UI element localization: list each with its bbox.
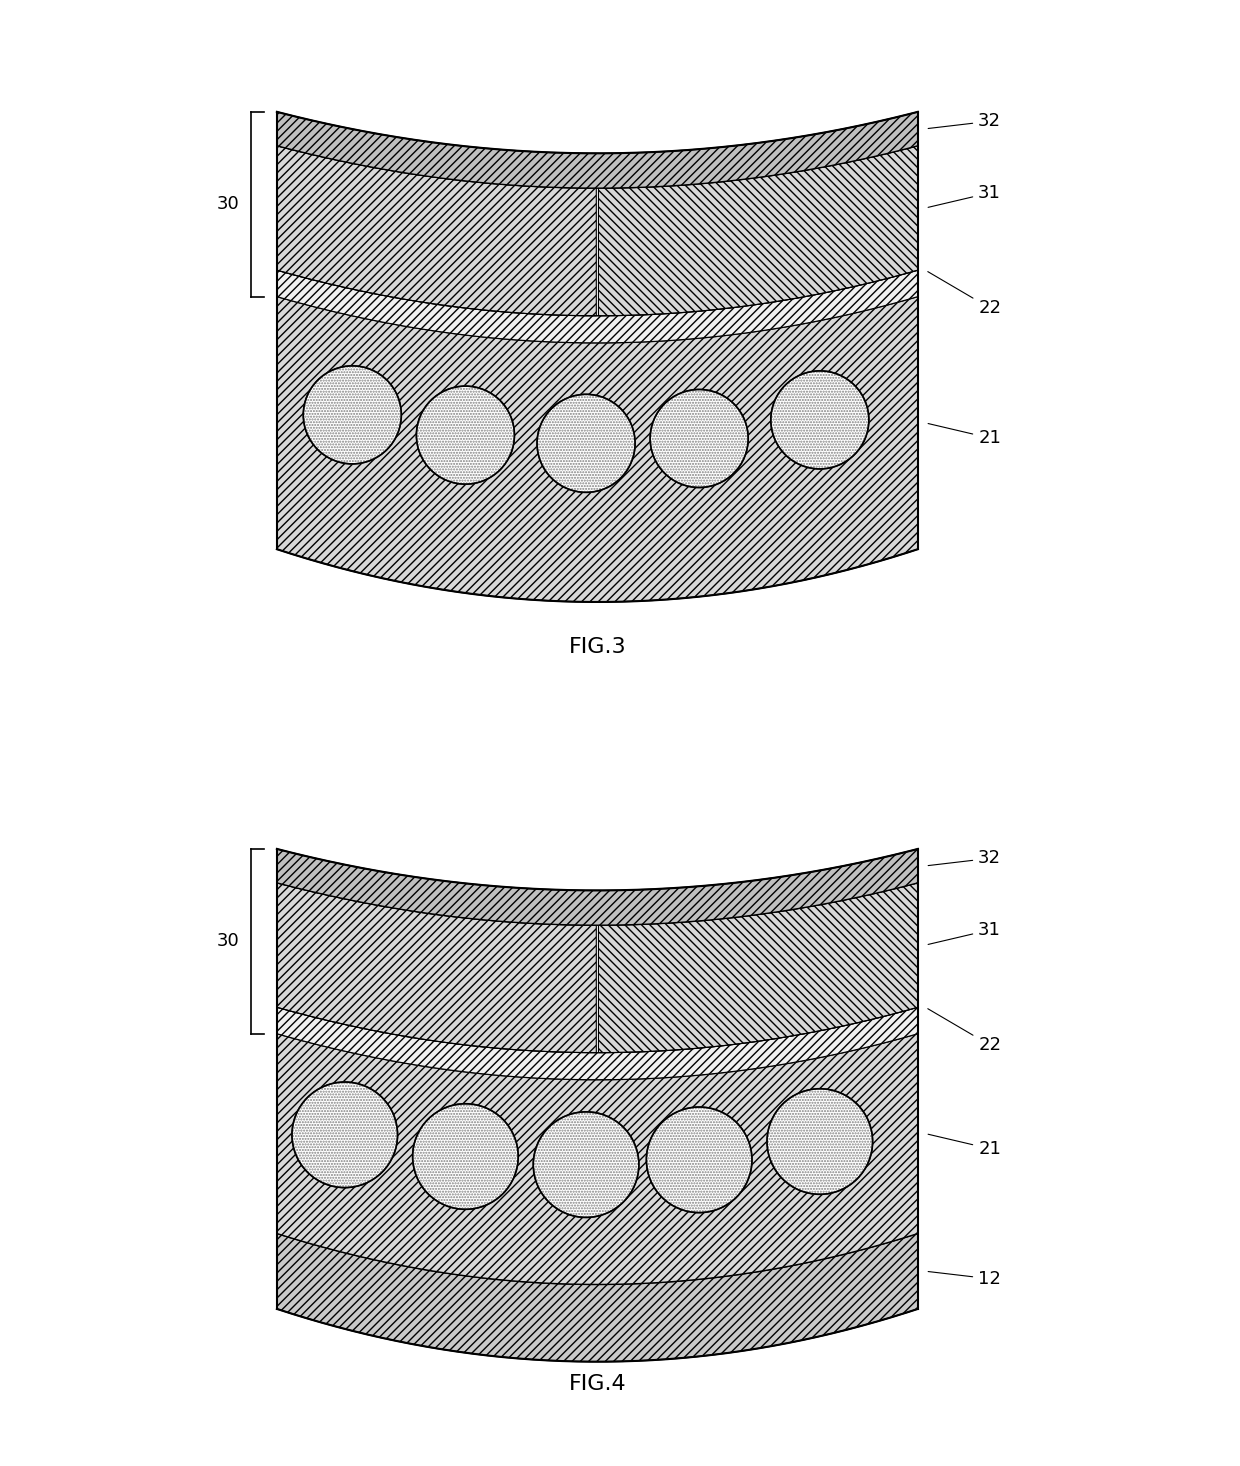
Polygon shape xyxy=(277,145,596,315)
Text: 22: 22 xyxy=(928,271,1001,317)
Circle shape xyxy=(533,1111,639,1217)
Text: FIG.4: FIG.4 xyxy=(569,1374,626,1394)
Text: 30: 30 xyxy=(217,195,239,213)
Text: 32: 32 xyxy=(929,849,1001,868)
Text: FIG.3: FIG.3 xyxy=(569,638,626,657)
Polygon shape xyxy=(599,145,918,315)
Text: 30: 30 xyxy=(217,932,239,950)
Polygon shape xyxy=(277,1233,918,1362)
Polygon shape xyxy=(277,111,918,188)
Text: 32: 32 xyxy=(929,113,1001,130)
Circle shape xyxy=(768,1089,873,1195)
Polygon shape xyxy=(277,849,918,925)
Circle shape xyxy=(413,1104,518,1209)
Circle shape xyxy=(646,1107,751,1212)
Polygon shape xyxy=(277,1007,918,1079)
Polygon shape xyxy=(277,296,918,603)
Circle shape xyxy=(771,371,869,469)
Polygon shape xyxy=(277,270,918,343)
Polygon shape xyxy=(599,883,918,1053)
Text: 12: 12 xyxy=(929,1270,1001,1287)
Polygon shape xyxy=(277,1034,918,1284)
Text: 31: 31 xyxy=(928,921,1001,944)
Text: 31: 31 xyxy=(928,183,1001,207)
Text: 22: 22 xyxy=(928,1009,1001,1054)
Text: 21: 21 xyxy=(928,424,1001,447)
Circle shape xyxy=(650,390,748,488)
Circle shape xyxy=(304,366,402,463)
Text: 21: 21 xyxy=(928,1135,1001,1158)
Polygon shape xyxy=(277,883,596,1053)
Circle shape xyxy=(417,386,515,484)
Circle shape xyxy=(291,1082,398,1187)
Circle shape xyxy=(537,394,635,493)
